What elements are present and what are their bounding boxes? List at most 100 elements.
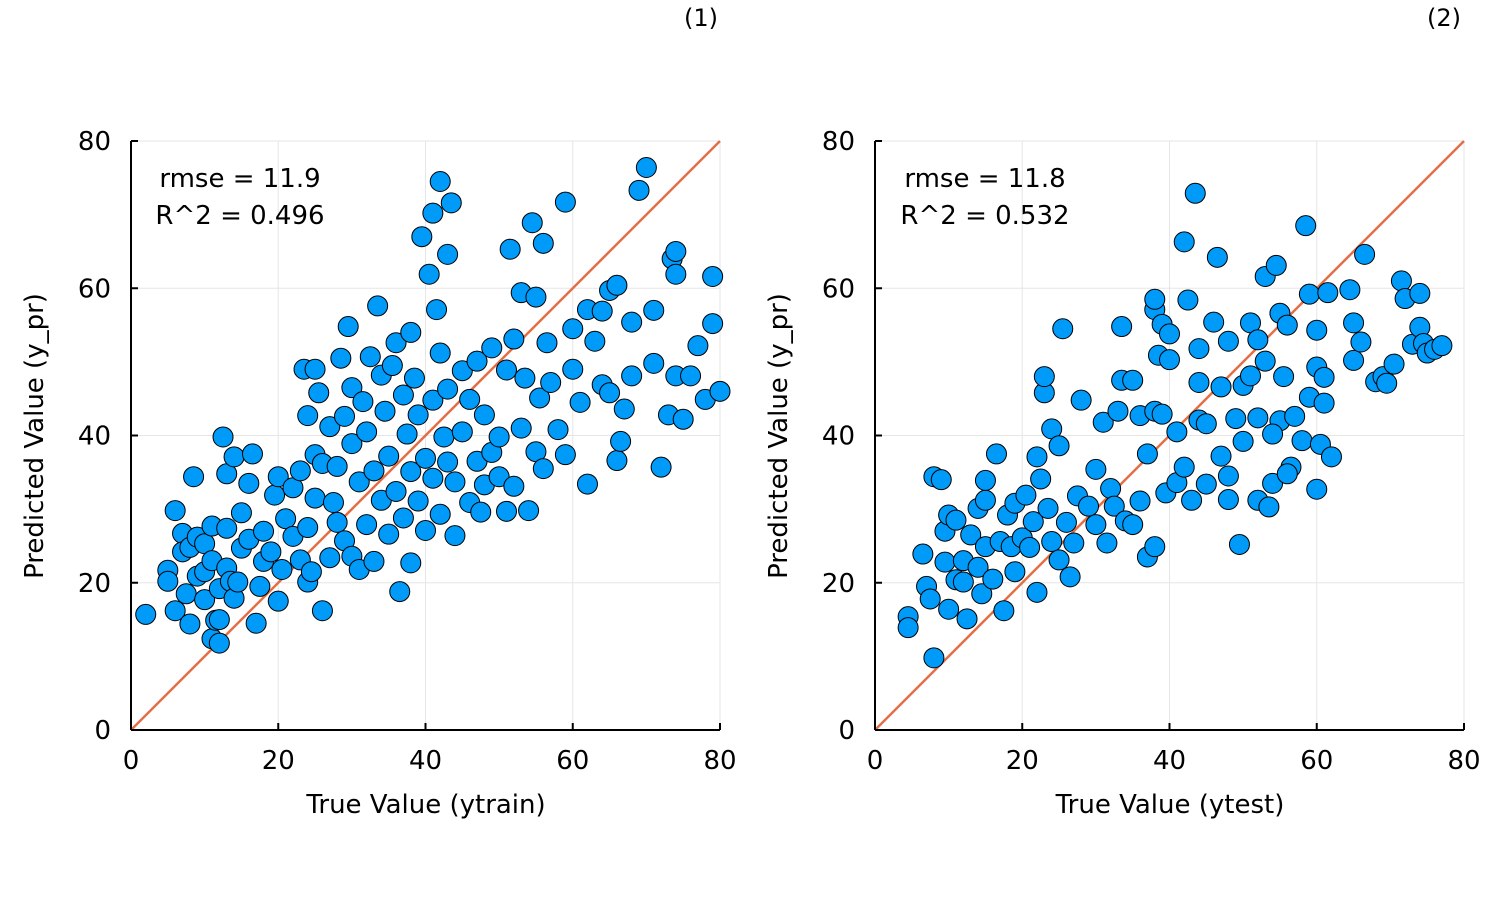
x-tick-label: 0 xyxy=(867,746,884,776)
data-point xyxy=(227,571,249,593)
rmse-annotation: rmse = 11.9 xyxy=(159,164,320,194)
data-point xyxy=(518,500,540,522)
data-point xyxy=(444,471,466,493)
data-point xyxy=(628,179,650,201)
data-point xyxy=(613,398,635,420)
y-tick-label: 80 xyxy=(822,127,855,157)
data-point xyxy=(488,466,510,488)
data-point xyxy=(521,212,543,234)
data-point xyxy=(974,469,996,491)
data-point xyxy=(1217,489,1239,511)
data-point xyxy=(367,295,389,317)
data-point xyxy=(319,547,341,569)
data-point xyxy=(985,443,1007,465)
data-point xyxy=(411,226,433,248)
data-point xyxy=(135,603,157,625)
data-point xyxy=(1225,408,1247,430)
data-point xyxy=(1096,532,1118,554)
data-point xyxy=(1004,561,1026,583)
x-tick-label: 20 xyxy=(262,746,295,776)
data-point xyxy=(1232,430,1254,452)
data-point xyxy=(363,460,385,482)
data-point xyxy=(956,608,978,630)
data-point xyxy=(164,500,186,522)
data-point xyxy=(326,455,348,477)
data-point xyxy=(610,430,632,452)
identity-line xyxy=(130,140,721,731)
data-point xyxy=(1383,353,1405,375)
data-point xyxy=(183,466,205,488)
data-point xyxy=(1052,318,1074,340)
data-point xyxy=(238,472,260,494)
data-point xyxy=(400,552,422,574)
data-point xyxy=(1085,458,1107,480)
data-point xyxy=(1177,289,1199,311)
data-point xyxy=(444,525,466,547)
data-point xyxy=(1144,536,1166,558)
data-point xyxy=(974,489,996,511)
data-point xyxy=(208,632,230,654)
data-point xyxy=(275,508,297,530)
data-point xyxy=(473,404,495,426)
data-point xyxy=(334,405,356,427)
data-point xyxy=(1041,531,1063,553)
y-tick-label: 60 xyxy=(822,274,855,304)
data-point xyxy=(378,445,400,467)
data-point xyxy=(422,202,444,224)
data-point xyxy=(525,286,547,308)
data-point xyxy=(1026,446,1048,468)
panel-label: (1) xyxy=(684,4,718,32)
data-point xyxy=(1390,270,1412,292)
data-point xyxy=(245,612,267,634)
data-point xyxy=(322,491,344,513)
scatter-panel-1: (1) 0 20 40 60 80 0 20 40 60 80 rmse = 11.9 R^2 =… xyxy=(20,4,737,820)
data-point xyxy=(709,380,731,402)
data-point xyxy=(1048,435,1070,457)
data-point xyxy=(415,447,436,469)
data-point xyxy=(1217,330,1239,352)
data-point xyxy=(175,583,197,605)
data-point xyxy=(437,451,459,473)
data-point xyxy=(422,389,444,411)
data-point xyxy=(253,520,275,542)
data-point xyxy=(403,367,425,389)
rmse-annotation: rmse = 11.8 xyxy=(904,164,1065,194)
data-point xyxy=(429,503,451,525)
data-point xyxy=(960,524,982,546)
x-tick-label: 40 xyxy=(1153,746,1186,776)
data-point xyxy=(1409,282,1431,304)
data-point xyxy=(1070,389,1092,411)
data-point xyxy=(1122,514,1144,536)
y-tick-label: 20 xyxy=(78,569,111,599)
data-point xyxy=(385,332,407,354)
data-point xyxy=(392,384,414,406)
data-point xyxy=(267,466,289,488)
data-point xyxy=(304,487,326,509)
data-point xyxy=(341,433,363,455)
data-point xyxy=(971,583,993,605)
data-point xyxy=(952,571,974,593)
data-point xyxy=(503,328,525,350)
data-point xyxy=(164,600,186,622)
data-point xyxy=(1284,405,1306,427)
data-point xyxy=(643,299,665,321)
data-point xyxy=(212,426,234,448)
data-point xyxy=(912,543,934,565)
data-point xyxy=(1291,430,1313,452)
data-point xyxy=(569,391,591,413)
data-point xyxy=(352,391,374,413)
data-point xyxy=(392,507,414,529)
data-point xyxy=(440,192,462,214)
data-point xyxy=(297,517,319,539)
data-point xyxy=(1306,478,1328,500)
data-point xyxy=(216,517,238,539)
data-point xyxy=(554,191,576,213)
data-point xyxy=(1203,311,1225,333)
data-point xyxy=(1228,533,1250,555)
data-point xyxy=(665,240,687,262)
y-tick-label: 0 xyxy=(838,716,855,746)
data-point xyxy=(319,416,341,438)
data-point xyxy=(562,318,584,340)
data-point xyxy=(356,421,378,443)
